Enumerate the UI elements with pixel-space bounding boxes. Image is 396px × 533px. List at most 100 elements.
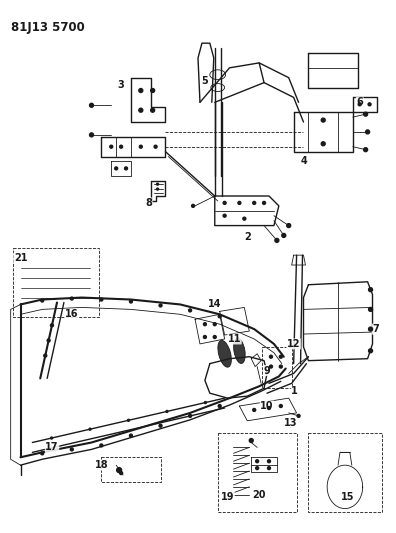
Circle shape xyxy=(213,322,216,326)
Circle shape xyxy=(156,183,158,185)
Circle shape xyxy=(263,201,266,204)
Circle shape xyxy=(120,145,123,148)
Text: 10: 10 xyxy=(260,401,274,411)
Text: 13: 13 xyxy=(284,418,297,428)
Text: 20: 20 xyxy=(252,490,266,500)
Circle shape xyxy=(279,365,282,368)
Bar xyxy=(262,347,292,388)
Circle shape xyxy=(204,401,206,403)
Circle shape xyxy=(218,315,221,318)
Circle shape xyxy=(213,335,216,338)
Circle shape xyxy=(139,88,143,93)
Circle shape xyxy=(188,414,192,417)
Circle shape xyxy=(268,467,270,470)
Circle shape xyxy=(268,407,270,409)
Text: 16: 16 xyxy=(65,309,78,319)
Circle shape xyxy=(321,118,325,122)
Circle shape xyxy=(256,460,259,463)
Bar xyxy=(218,433,297,512)
Bar xyxy=(13,248,99,317)
Circle shape xyxy=(369,288,373,292)
Circle shape xyxy=(41,452,44,455)
Circle shape xyxy=(218,405,221,408)
Text: 17: 17 xyxy=(45,442,59,453)
Circle shape xyxy=(204,335,206,338)
Circle shape xyxy=(89,133,93,137)
Text: 18: 18 xyxy=(95,460,108,470)
Circle shape xyxy=(89,103,93,107)
Text: 5: 5 xyxy=(202,76,208,86)
Circle shape xyxy=(188,309,192,312)
Circle shape xyxy=(156,188,158,190)
Circle shape xyxy=(249,439,253,442)
Text: 4: 4 xyxy=(301,157,308,166)
Circle shape xyxy=(364,148,367,151)
Circle shape xyxy=(129,300,132,303)
Bar xyxy=(101,457,160,482)
Circle shape xyxy=(117,467,122,473)
Circle shape xyxy=(70,448,73,451)
Ellipse shape xyxy=(210,70,226,79)
Text: 3: 3 xyxy=(118,79,124,90)
Circle shape xyxy=(368,103,371,106)
Circle shape xyxy=(150,88,154,93)
Circle shape xyxy=(100,298,103,301)
Circle shape xyxy=(44,354,47,357)
Circle shape xyxy=(253,408,256,411)
Text: 19: 19 xyxy=(221,492,234,502)
Ellipse shape xyxy=(218,341,231,367)
Text: 21: 21 xyxy=(14,253,27,263)
Circle shape xyxy=(279,405,282,408)
Ellipse shape xyxy=(211,84,225,92)
Text: 1: 1 xyxy=(291,386,298,396)
Circle shape xyxy=(128,419,129,421)
Circle shape xyxy=(223,201,226,204)
Circle shape xyxy=(282,233,286,237)
Circle shape xyxy=(364,112,367,116)
Circle shape xyxy=(89,428,91,430)
Circle shape xyxy=(110,145,113,148)
Circle shape xyxy=(275,238,279,243)
Text: 7: 7 xyxy=(372,324,379,334)
Circle shape xyxy=(369,327,373,331)
Circle shape xyxy=(150,108,154,112)
Circle shape xyxy=(238,201,241,204)
Circle shape xyxy=(41,299,44,302)
Circle shape xyxy=(159,424,162,427)
Text: 15: 15 xyxy=(341,492,354,502)
Circle shape xyxy=(369,349,373,353)
Circle shape xyxy=(270,355,272,358)
Text: 14: 14 xyxy=(208,300,221,310)
Circle shape xyxy=(139,145,142,148)
Text: 6: 6 xyxy=(356,98,363,107)
Circle shape xyxy=(51,437,53,439)
Text: 12: 12 xyxy=(287,339,301,349)
Circle shape xyxy=(139,108,143,112)
Circle shape xyxy=(204,322,206,326)
Circle shape xyxy=(125,167,128,170)
Ellipse shape xyxy=(234,338,245,364)
Circle shape xyxy=(51,324,53,327)
Circle shape xyxy=(279,355,282,358)
Circle shape xyxy=(253,201,256,204)
Circle shape xyxy=(115,167,118,170)
Text: 8: 8 xyxy=(145,198,152,208)
Text: 11: 11 xyxy=(228,334,241,344)
Text: 2: 2 xyxy=(244,232,251,243)
Bar xyxy=(308,433,383,512)
Circle shape xyxy=(129,434,132,437)
Circle shape xyxy=(192,204,194,207)
Text: 81J13 5700: 81J13 5700 xyxy=(11,21,84,35)
Circle shape xyxy=(120,472,123,474)
Circle shape xyxy=(47,339,50,342)
Circle shape xyxy=(256,467,259,470)
Circle shape xyxy=(223,214,226,217)
Text: 9: 9 xyxy=(264,366,270,376)
Circle shape xyxy=(358,103,361,106)
Circle shape xyxy=(369,308,373,311)
Circle shape xyxy=(166,410,168,413)
Circle shape xyxy=(321,142,325,146)
Circle shape xyxy=(268,460,270,463)
Circle shape xyxy=(243,217,246,220)
Circle shape xyxy=(159,304,162,307)
